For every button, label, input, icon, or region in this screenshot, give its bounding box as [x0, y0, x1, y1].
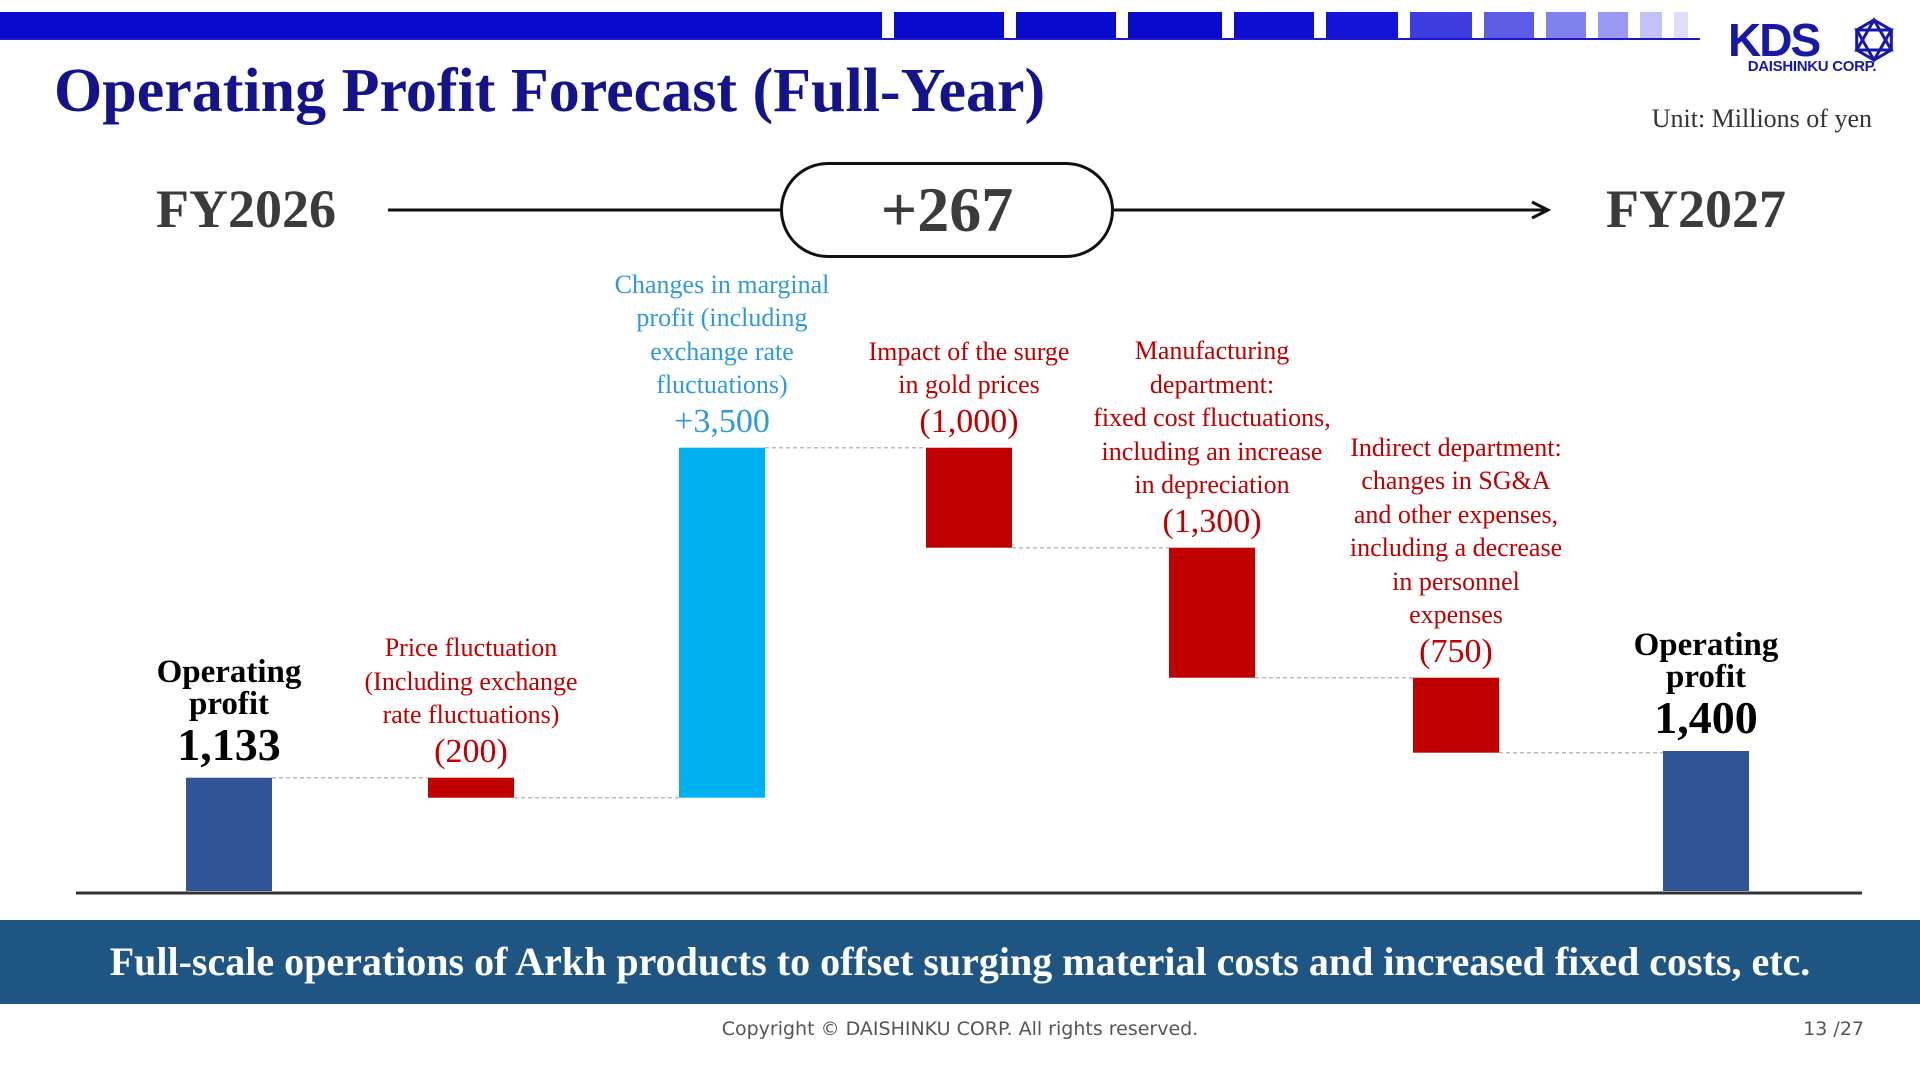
step-value-label: (1,300) [1162, 502, 1262, 540]
step-value-label: (1,000) [919, 402, 1019, 440]
bar-step-1 [186, 777, 272, 891]
step-label-line: department: [1149, 369, 1275, 399]
company-logo: KDS [1728, 14, 1894, 66]
step-label-line: including an increase [1101, 436, 1323, 466]
step-label-line: rate fluctuations) [382, 700, 560, 730]
step-label-5: Manufacturing department: fixed cost fluct… [1042, 334, 1382, 542]
step-label-line: expenses [1409, 600, 1503, 630]
step-label-line: Changes in marginal [614, 269, 830, 299]
step-label-line: Operating [1633, 627, 1779, 663]
step-label-line: profit [188, 685, 270, 722]
step-label-line: including a decrease [1349, 533, 1563, 563]
bars-group [186, 446, 1749, 891]
fy-start-label: FY2026 [156, 179, 336, 239]
page-title: Operating Profit Forecast (Full-Year) [54, 57, 1046, 125]
bar-step-6 [1413, 677, 1499, 753]
unit-label: Unit: Millions of yen [1651, 104, 1872, 133]
step-label-line: Impact of the surge [868, 336, 1070, 366]
step-label-7: Operating profit 1,400 [1536, 629, 1876, 743]
step-value-label: (750) [1419, 632, 1493, 670]
footer-band [0, 920, 1920, 1004]
step-label-2: Price fluctuation (Including exchange rate… [301, 631, 641, 772]
step-label-line: fixed cost fluctuations, [1093, 403, 1331, 433]
step-value-label: +3,500 [674, 402, 770, 440]
step-value-label: 1,133 [177, 718, 281, 770]
step-label-line: fluctuations) [656, 370, 788, 400]
fy-end-label: FY2027 [1606, 179, 1786, 239]
step-value-label: (200) [434, 732, 508, 770]
step-label-line: in personnel [1392, 566, 1520, 596]
step-label-3: Changes in marginal profit (including exch… [552, 268, 892, 442]
bar-step-2 [428, 777, 514, 798]
bar-step-7 [1663, 751, 1749, 891]
top-rule [0, 38, 1700, 40]
top-decorative-bar [0, 12, 1700, 38]
step-label-line: in depreciation [1134, 470, 1290, 500]
logo-subtext: DAISHINKU CORP. [1747, 58, 1877, 75]
step-label-line: Manufacturing [1134, 336, 1290, 366]
total-change-badge: +267 [780, 162, 1114, 258]
copyright-text: Copyright © DAISHINKU CORP. All rights r… [721, 1018, 1199, 1040]
step-label-line: in gold prices [898, 370, 1040, 400]
step-label-4: Impact of the surge in gold prices (1,000) [799, 335, 1139, 442]
step-label-line: profit (including [636, 303, 808, 333]
page-number: 13 /27 [1803, 1018, 1864, 1040]
bar-step-3 [679, 447, 765, 798]
step-label-line: and other expenses, [1353, 499, 1559, 529]
bar-step-4 [926, 447, 1012, 548]
step-label-line: profit [1665, 659, 1747, 695]
footer-message: Full-scale operations of Arkh products t… [109, 939, 1811, 984]
bar-step-5 [1169, 547, 1255, 678]
step-label-line: changes in SG&A [1361, 466, 1551, 496]
step-value-label: 1,400 [1654, 692, 1758, 743]
step-label-6: Indirect department: changes in SG&A and o… [1286, 431, 1626, 672]
step-label-line: (Including exchange [364, 666, 578, 696]
step-label-1: Operating profit 1,133 [59, 653, 399, 770]
hexagon-star-icon [1854, 16, 1894, 64]
step-label-line: Operating [156, 653, 302, 690]
step-label-line: exchange rate [650, 336, 794, 366]
timeline-arrow [388, 200, 1552, 220]
step-label-line: Indirect department: [1350, 432, 1562, 462]
logo-text: KDS [1728, 14, 1819, 66]
step-label-line: Price fluctuation [384, 633, 558, 663]
